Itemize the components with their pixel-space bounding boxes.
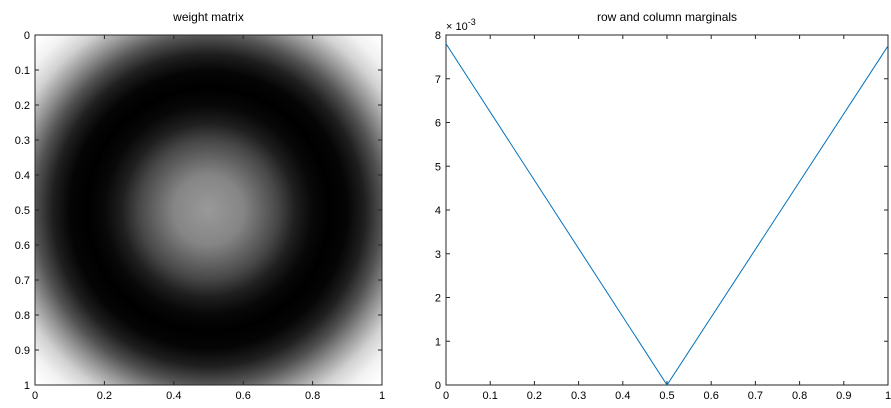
- y-tick-label: 0.8: [15, 310, 30, 322]
- y-tick-label: 0.3: [15, 135, 30, 147]
- weight-matrix-title: weight matrix: [172, 10, 244, 24]
- marginals-y-exponent-label: × 10-3: [446, 17, 476, 33]
- exponent-power: -3: [468, 17, 476, 27]
- y-tick-label: 6: [435, 118, 441, 130]
- x-tick-label: 0.4: [166, 390, 181, 402]
- x-tick-label: 1: [885, 390, 891, 402]
- y-tick-label: 3: [435, 249, 441, 261]
- x-tick-label: 0.3: [571, 390, 586, 402]
- y-tick-label: 0.7: [15, 275, 30, 287]
- x-tick-label: 0.8: [792, 390, 807, 402]
- exponent-base: × 10: [446, 21, 468, 33]
- marginal-line: [445, 43, 889, 386]
- weight-matrix-y-ticks: 0 0.1 0.2 0.3 0.4 0.5 0.6 0.7 0.8 0.9 1: [15, 30, 382, 392]
- y-tick-label: 2: [435, 293, 441, 305]
- x-tick-label: 0.9: [836, 390, 851, 402]
- y-tick-label: 0: [435, 380, 441, 392]
- x-tick-label: 0.7: [748, 390, 763, 402]
- y-tick-label: 0.6: [15, 240, 30, 252]
- marginals-title: row and column marginals: [597, 10, 737, 24]
- y-tick-label: 0.2: [15, 100, 30, 112]
- x-tick-label: 0.6: [236, 390, 251, 402]
- x-tick-label: 0.6: [704, 390, 719, 402]
- weight-matrix-panel: weight matrix 0 0.2 0.4 0.6 0.8 1 00.10.20.30…: [15, 10, 385, 402]
- y-tick-label: 0: [24, 30, 30, 42]
- y-tick-label: 1: [435, 336, 441, 348]
- y-tick-label: 0.5: [15, 205, 30, 217]
- marginals-panel: row and column marginals × 10-3 0 0.1 0.2 0…: [435, 10, 891, 402]
- x-tick-label: 0: [32, 390, 38, 402]
- x-tick-label: 1: [379, 390, 385, 402]
- y-tick-label: 5: [435, 161, 441, 173]
- weight-matrix-x-ticks: 0 0.2 0.4 0.6 0.8 1: [32, 35, 385, 402]
- x-tick-label: 0.4: [615, 390, 630, 402]
- marginals-axes-frame: [445, 34, 889, 386]
- x-tick-label: 0.8: [305, 390, 320, 402]
- x-tick-label: 0.2: [527, 390, 542, 402]
- weight-matrix-image: [35, 35, 382, 385]
- y-tick-label: 7: [435, 74, 441, 86]
- x-tick-label: 0.5: [659, 390, 674, 402]
- y-tick-label: 8: [435, 30, 441, 42]
- y-tick-label: 4: [435, 205, 441, 217]
- marginals-x-ticks: 0 0.1 0.2 0.3 0.4 0.5 0.6 0.7 0.8 0.9 1: [443, 35, 891, 402]
- x-tick-label: 0.1: [483, 390, 498, 402]
- x-tick-label: 0: [443, 390, 449, 402]
- y-tick-label: 0.4: [15, 170, 30, 182]
- y-tick-label: 1: [24, 380, 30, 392]
- marginals-y-ticks: 0 1 2 3 4 5 6 7 8: [435, 30, 888, 392]
- y-tick-label: 0.1: [15, 65, 30, 77]
- y-tick-label: 0.9: [15, 345, 30, 357]
- x-tick-label: 0.2: [97, 390, 112, 402]
- marginals-series: [445, 43, 889, 386]
